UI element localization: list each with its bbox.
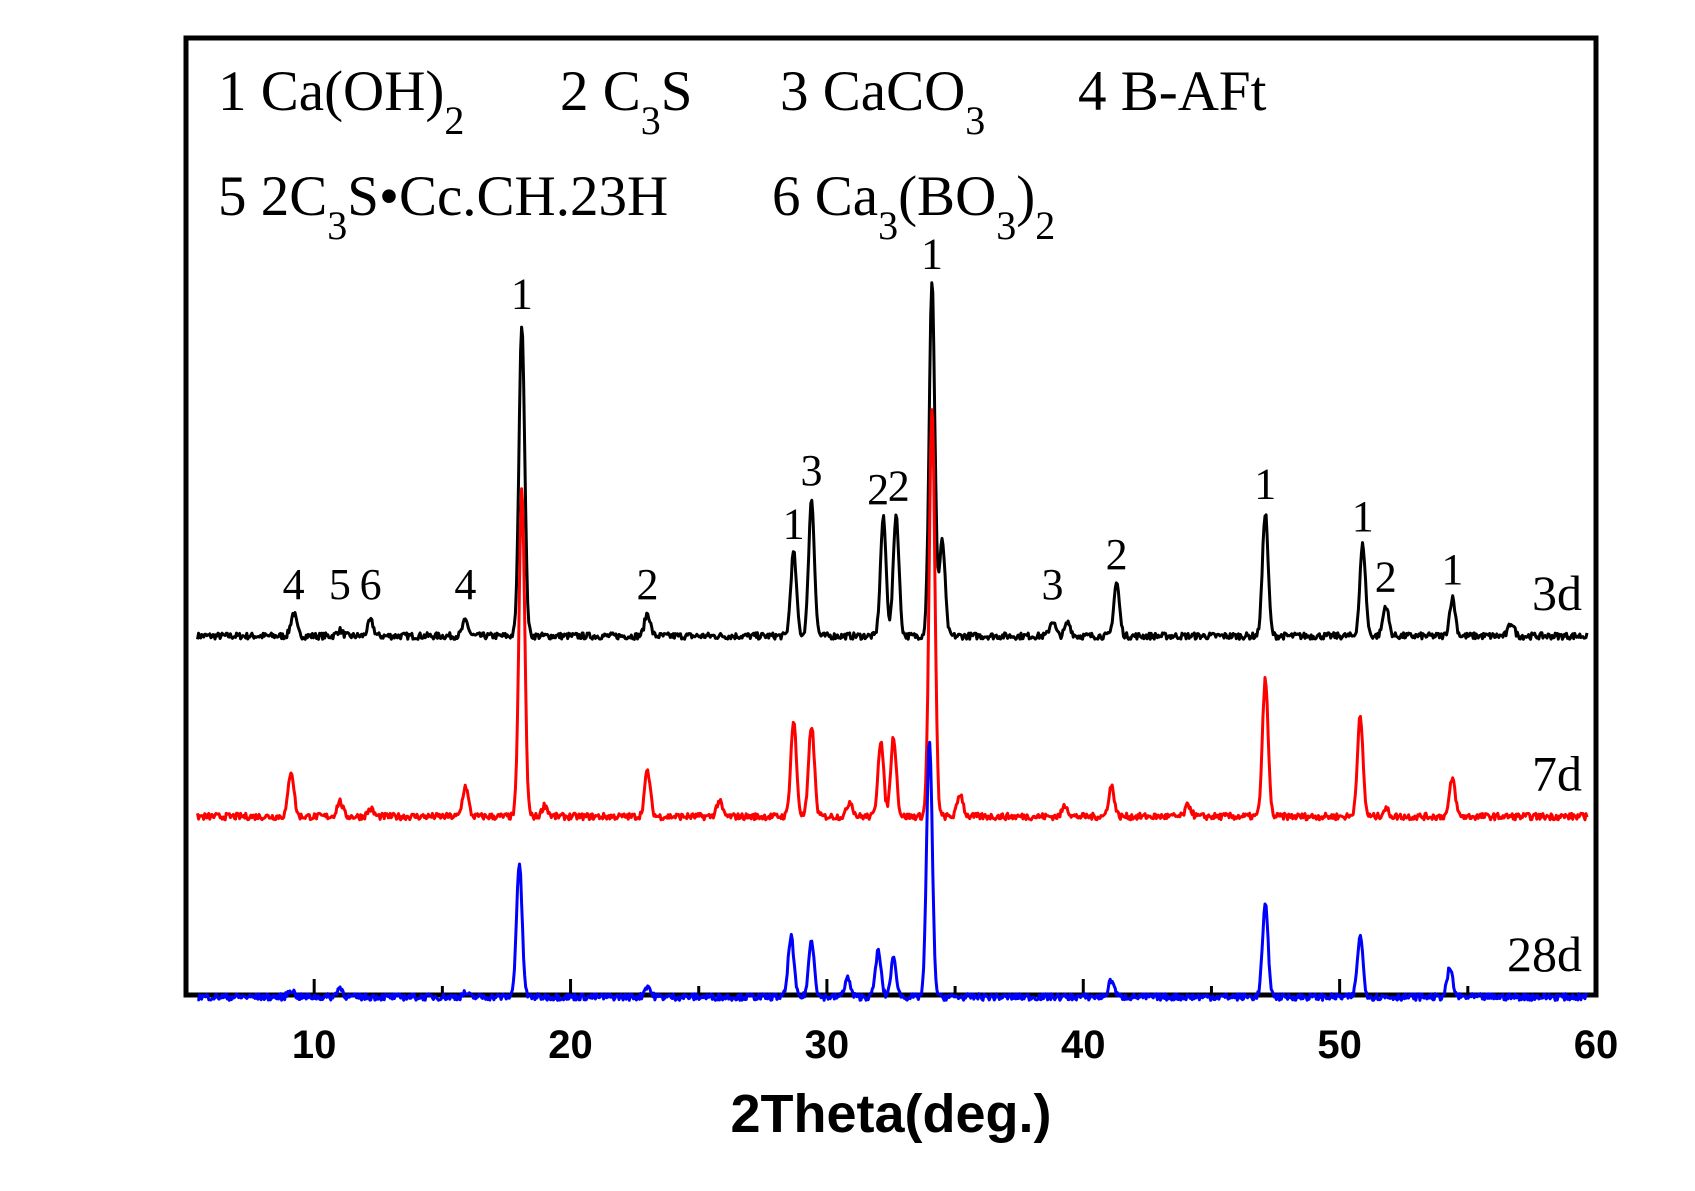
legend-item: 4 B-AFt — [1078, 60, 1267, 123]
legend-item: 2 C3S — [560, 60, 692, 143]
x-axis-tick-labels: 10 20 30 40 50 60 — [292, 1023, 1618, 1067]
legend-item: 1 Ca(OH)2 — [218, 60, 464, 143]
peak-label: 1 — [511, 270, 533, 319]
series-labels: 3d 7d 28d — [1507, 565, 1582, 982]
x-axis-ticks — [184, 979, 1598, 995]
x-tick-label: 50 — [1317, 1023, 1362, 1067]
peak-label: 3 — [1042, 560, 1064, 609]
series-traces — [196, 281, 1589, 1002]
peak-label: 1 — [921, 230, 943, 279]
series-label: 28d — [1507, 926, 1582, 982]
legend: 1 Ca(OH)2 2 C3S 3 CaCO3 4 B-AFt 5 2C3S•Cc.CH… — [218, 60, 1267, 248]
peak-label: 1 — [1352, 492, 1374, 541]
series-line-7d — [196, 408, 1589, 822]
x-tick-label: 60 — [1574, 1023, 1619, 1067]
peak-label: 6 — [360, 560, 382, 609]
legend-item: 3 CaCO3 — [780, 60, 985, 143]
peak-label: 2 — [867, 465, 889, 514]
series-label: 7d — [1532, 746, 1582, 802]
peak-label: 4 — [454, 560, 476, 609]
x-tick-label: 10 — [292, 1023, 337, 1067]
legend-item: 6 Ca3(BO3)2 — [772, 165, 1055, 248]
peak-label: 2 — [1375, 553, 1397, 602]
peak-label: 1 — [783, 499, 805, 548]
peak-label: 4 — [283, 560, 305, 609]
peak-label: 5 — [329, 560, 351, 609]
peak-label: 3 — [801, 446, 823, 495]
series-line-3d — [196, 281, 1589, 641]
x-tick-label: 40 — [1061, 1023, 1106, 1067]
x-axis-label: 2Theta(deg.) — [730, 1084, 1051, 1144]
series-line-28d — [197, 740, 1589, 1002]
x-tick-label: 30 — [805, 1023, 850, 1067]
peak-label: 1 — [1254, 460, 1276, 509]
peak-label: 2 — [636, 560, 658, 609]
legend-item: 5 2C3S•Cc.CH.23H — [218, 165, 668, 248]
peak-label: 2 — [1106, 530, 1128, 579]
peak-label: 1 — [1441, 545, 1463, 594]
x-tick-label: 20 — [548, 1023, 593, 1067]
plot-frame — [183, 35, 1599, 998]
peak-label: 2 — [888, 461, 910, 510]
series-label: 3d — [1532, 565, 1582, 621]
